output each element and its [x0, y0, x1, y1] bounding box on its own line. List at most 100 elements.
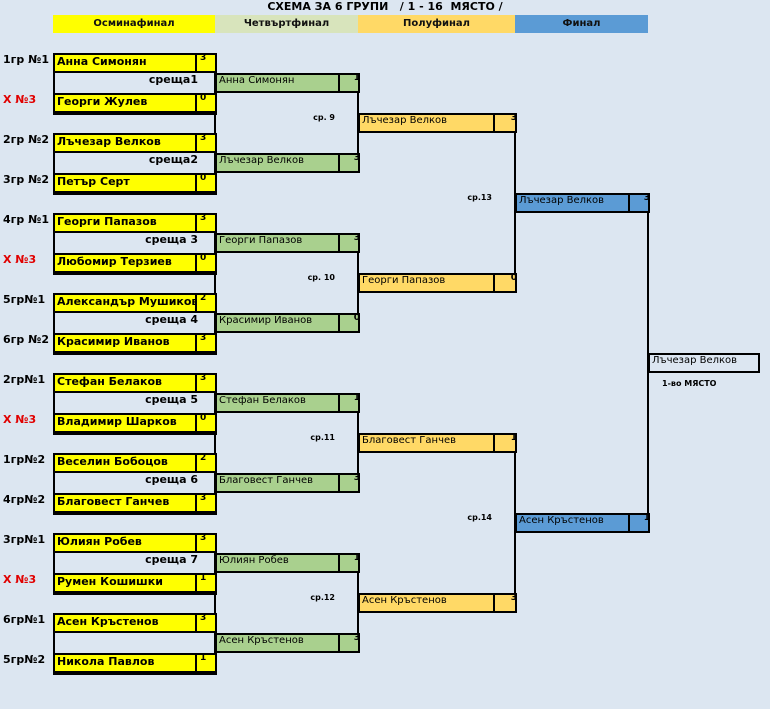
r16-player[interactable]: Владимир Шарков 0: [53, 413, 217, 433]
bracket-line: [214, 533, 216, 673]
player-name: Асен Кръстенов: [57, 615, 159, 628]
score: 3: [195, 213, 220, 233]
player-name: Георги Папазов: [219, 235, 303, 246]
seed-label: 5гр№1: [3, 293, 46, 306]
r16-player[interactable]: Любомир Терзиев 0: [53, 253, 217, 273]
seed-label: Х №3: [3, 93, 37, 106]
r16-player[interactable]: Анна Симонян 3: [53, 53, 217, 73]
seed-label: Х №3: [3, 413, 37, 426]
player-name: Георги Папазов: [362, 275, 446, 286]
score: 1: [338, 553, 364, 573]
match-label: среща1: [148, 73, 198, 86]
score: 3: [195, 493, 220, 513]
score: 3: [338, 233, 364, 253]
r16-player[interactable]: Георги Жулев 0: [53, 93, 217, 113]
qf-player[interactable]: Анна Симонян 1: [215, 73, 360, 93]
round-header-3: Финал: [515, 15, 648, 33]
qf-player[interactable]: Асен Кръстенов 3: [215, 633, 360, 653]
seed-label: Х №3: [3, 573, 37, 586]
player-name: Владимир Шарков: [57, 415, 177, 428]
match-label: ср. 9: [313, 113, 335, 122]
winner-box: Лъчезар Велков: [648, 353, 760, 373]
match-label: среща 4: [145, 313, 198, 326]
score: 1: [338, 393, 364, 413]
r16-player[interactable]: Юлиян Робев 3: [53, 533, 217, 553]
player-name: Красимир Иванов: [219, 315, 313, 326]
qf-player[interactable]: Лъчезар Велков 3: [215, 153, 360, 173]
score: 2: [195, 293, 220, 313]
match-label: ср.11: [310, 433, 335, 442]
player-name: Веселин Бобоцов: [57, 455, 168, 468]
player-name: Георги Жулев: [57, 95, 148, 108]
round-header-2: Полуфинал: [358, 15, 515, 33]
bracket-line: [214, 213, 216, 353]
final-player[interactable]: Асен Кръстенов 1: [515, 513, 650, 533]
r16-player[interactable]: Георги Папазов 3: [53, 213, 217, 233]
qf-player[interactable]: Георги Папазов 3: [215, 233, 360, 253]
player-name: Любомир Терзиев: [57, 255, 172, 268]
score: 0: [195, 413, 220, 433]
player-name: Лъчезар Велков: [362, 115, 448, 126]
seed-label: Х №3: [3, 253, 37, 266]
match-label: среща 7: [145, 553, 198, 566]
score: 3: [195, 333, 220, 353]
bracket-line: [214, 53, 216, 193]
score: 3: [338, 633, 364, 653]
sf-player[interactable]: Благовест Ганчев 1: [358, 433, 517, 453]
sf-player[interactable]: Лъчезар Велков 3: [358, 113, 517, 133]
score: 3: [493, 593, 521, 613]
player-name: Лъчезар Велков: [519, 195, 605, 206]
score: 0: [338, 313, 364, 333]
player-name: Асен Кръстенов: [219, 635, 304, 646]
match-label: среща 6: [145, 473, 198, 486]
round-header-0: Осминафинал: [53, 15, 215, 33]
score: 3: [195, 533, 220, 553]
r16-player[interactable]: Красимир Иванов 3: [53, 333, 217, 353]
round-header-1: Четвъртфинал: [215, 15, 358, 33]
score: 0: [195, 173, 220, 193]
qf-player[interactable]: Стефан Белаков 1: [215, 393, 360, 413]
sf-player[interactable]: Асен Кръстенов 3: [358, 593, 517, 613]
seed-label: 2гр№1: [3, 373, 46, 386]
score: 1: [628, 513, 654, 533]
player-name: Стефан Белаков: [57, 375, 162, 388]
page-title: СХЕМА ЗА 6 ГРУПИ / 1 - 16 МЯСТО /: [267, 0, 503, 13]
seed-label: 4гр№2: [3, 493, 46, 506]
r16-player[interactable]: Никола Павлов 1: [53, 653, 217, 673]
score: 0: [195, 93, 220, 113]
match-label: ср.12: [310, 593, 335, 602]
player-name: Благовест Ганчев: [57, 495, 170, 508]
score: 0: [493, 273, 521, 293]
match-label: среща 3: [145, 233, 198, 246]
r16-player[interactable]: Асен Кръстенов 3: [53, 613, 217, 633]
qf-player[interactable]: Юлиян Робев 1: [215, 553, 360, 573]
seed-label: 2гр №2: [3, 133, 49, 146]
player-name: Лъчезар Велков: [57, 135, 161, 148]
r16-player[interactable]: Румен Кошишки 1: [53, 573, 217, 593]
r16-player[interactable]: Петър Серт 0: [53, 173, 217, 193]
player-name: Асен Кръстенов: [519, 515, 604, 526]
r16-player[interactable]: Благовест Ганчев 3: [53, 493, 217, 513]
r16-player[interactable]: Александър Мушиков 2: [53, 293, 217, 313]
player-name: Красимир Иванов: [57, 335, 170, 348]
score: 1: [195, 653, 220, 673]
sf-player[interactable]: Георги Папазов 0: [358, 273, 517, 293]
qf-player[interactable]: Благовест Ганчев 3: [215, 473, 360, 493]
seed-label: 1гр №1: [3, 53, 49, 66]
score: 3: [195, 133, 220, 153]
r16-player[interactable]: Стефан Белаков 3: [53, 373, 217, 393]
match-label: ср.14: [467, 513, 492, 522]
final-player[interactable]: Лъчезар Велков 3: [515, 193, 650, 213]
qf-player[interactable]: Красимир Иванов 0: [215, 313, 360, 333]
score: 1: [195, 573, 220, 593]
score: 3: [628, 193, 654, 213]
seed-label: 6гр№1: [3, 613, 46, 626]
player-name: Благовест Ганчев: [219, 475, 314, 486]
r16-player[interactable]: Веселин Бобоцов 2: [53, 453, 217, 473]
score: 2: [195, 453, 220, 473]
match-label: среща2: [148, 153, 198, 166]
player-name: Анна Симонян: [57, 55, 147, 68]
r16-player[interactable]: Лъчезар Велков 3: [53, 133, 217, 153]
player-name: Петър Серт: [57, 175, 130, 188]
match-label: ср. 10: [307, 273, 335, 282]
